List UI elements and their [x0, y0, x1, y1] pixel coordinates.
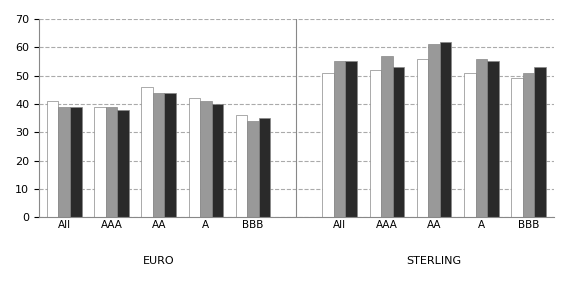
Bar: [47, 101, 59, 217]
Bar: [236, 115, 248, 217]
Bar: [164, 93, 176, 217]
Bar: [512, 78, 523, 217]
Bar: [523, 73, 534, 217]
Bar: [487, 62, 498, 217]
Bar: [370, 70, 381, 217]
Bar: [323, 73, 334, 217]
Bar: [212, 104, 223, 217]
Bar: [440, 42, 451, 217]
Bar: [59, 107, 70, 217]
Bar: [188, 98, 200, 217]
Bar: [534, 67, 546, 217]
Bar: [345, 62, 357, 217]
Bar: [464, 73, 476, 217]
Bar: [259, 118, 270, 217]
Bar: [393, 67, 404, 217]
Bar: [200, 101, 212, 217]
Bar: [117, 110, 129, 217]
Text: STERLING: STERLING: [407, 256, 461, 266]
Bar: [153, 93, 164, 217]
Bar: [428, 45, 440, 217]
Bar: [381, 56, 393, 217]
Bar: [417, 59, 428, 217]
Bar: [334, 62, 345, 217]
Bar: [94, 107, 106, 217]
Bar: [248, 121, 259, 217]
Text: EURO: EURO: [143, 256, 175, 266]
Bar: [141, 87, 153, 217]
Bar: [476, 59, 487, 217]
Bar: [106, 107, 117, 217]
Bar: [70, 107, 81, 217]
